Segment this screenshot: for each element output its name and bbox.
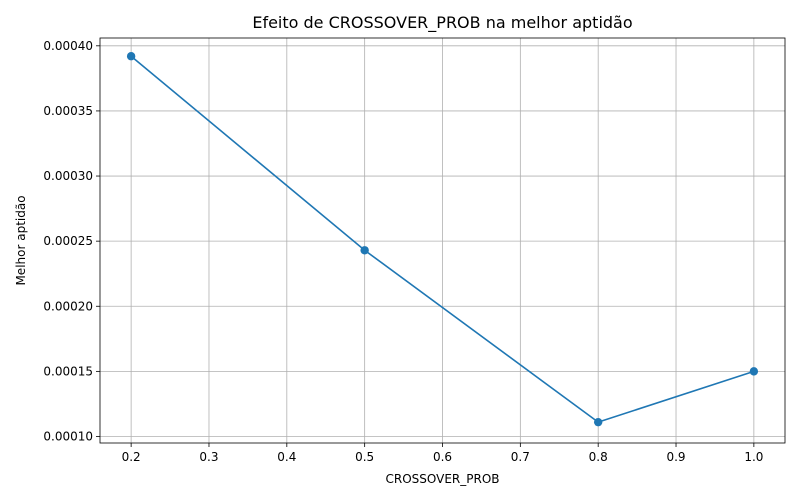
y-axis-ticks: 0.00010 0.00015 0.00020 0.00025 0.00030 0.000… (43, 39, 100, 443)
x-tick-label: 0.5 (355, 450, 374, 464)
grid-lines (100, 38, 785, 443)
x-tick-label: 0.4 (277, 450, 296, 464)
x-tick-label: 0.3 (199, 450, 218, 464)
data-point (360, 246, 369, 255)
x-axis-label: CROSSOVER_PROB (385, 472, 499, 486)
series-layer (126, 52, 759, 427)
y-tick-label: 0.00025 (43, 234, 93, 248)
x-tick-label: 1.0 (744, 450, 763, 464)
x-tick-label: 0.6 (433, 450, 452, 464)
y-tick-label: 0.00040 (43, 39, 93, 53)
x-tick-label: 0.7 (511, 450, 530, 464)
x-tick-label: 0.9 (666, 450, 685, 464)
y-tick-label: 0.00010 (43, 429, 93, 443)
y-tick-label: 0.00030 (43, 169, 93, 183)
x-tick-label: 0.8 (589, 450, 608, 464)
y-tick-label: 0.00015 (43, 364, 93, 378)
data-point (749, 367, 759, 376)
y-tick-label: 0.00035 (43, 104, 93, 118)
x-tick-label: 0.2 (122, 450, 141, 464)
x-axis-ticks: 0.2 0.3 0.4 0.5 0.6 0.7 0.8 0.9 1.0 (122, 443, 763, 464)
y-tick-label: 0.00020 (43, 299, 93, 313)
series-line (130, 55, 755, 424)
chart-title: Efeito de CROSSOVER_PROB na melhor aptid… (252, 13, 632, 33)
y-axis-label: Melhor aptidão (14, 195, 28, 285)
data-point (593, 417, 603, 427)
data-point (126, 52, 136, 61)
